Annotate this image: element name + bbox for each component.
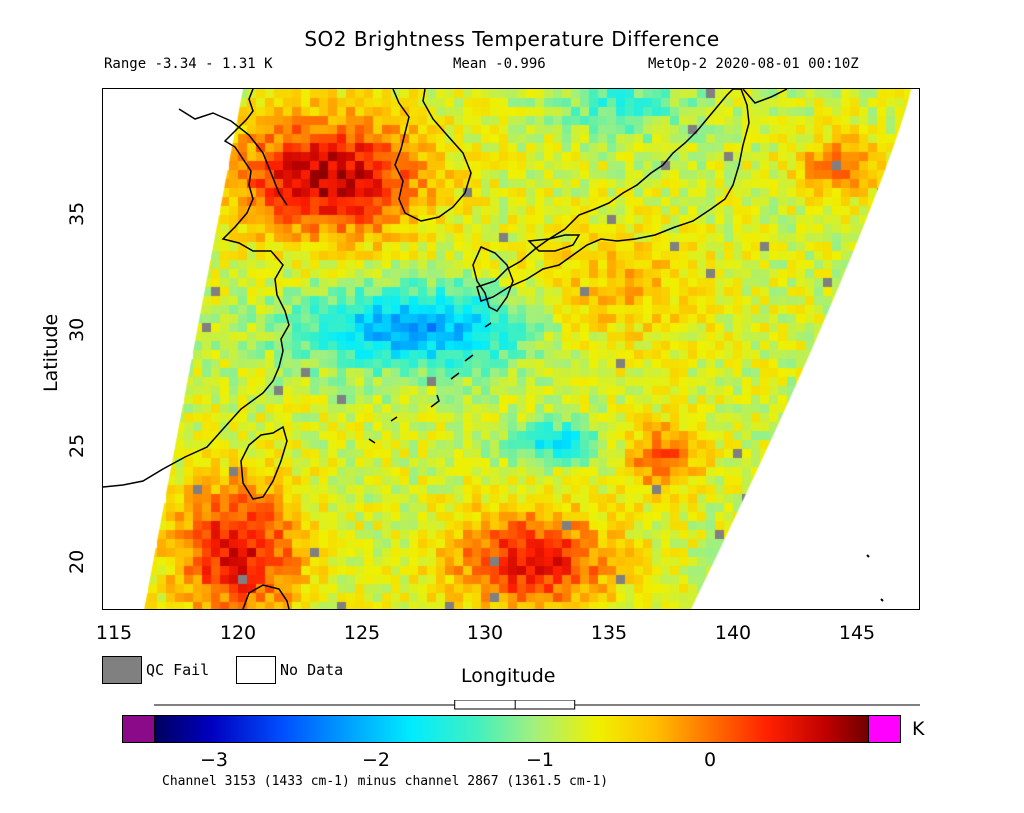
range-indicator [154,700,920,710]
x-tick-label: 135 [590,622,628,644]
x-tick-label: 115 [95,622,133,644]
qc-fail-swatch [102,656,142,684]
y-tick-label: 20 [66,549,88,574]
no-data-label: No Data [280,661,344,679]
luzon-coastline [242,584,290,609]
y-axis-label: Latitude [40,313,62,392]
colorbar-tick-label: 0 [703,749,717,771]
colorbar [122,715,901,743]
x-tick-label: 140 [714,622,752,644]
channel-footnote: Channel 3153 (1433 cm-1) minus channel 2… [162,774,609,789]
small-islands [866,554,884,602]
colorbar-gradient [154,716,869,742]
colorbar-under-swatch [123,716,154,742]
colorbar-tick-label: −2 [361,749,390,771]
colorbar-unit: K [912,718,925,740]
btd-heatmap-canvas [103,89,919,609]
chart-title: SO2 Brightness Temperature Difference [304,27,720,51]
shikoku-coastline [527,234,581,252]
kyushu-coastline [472,246,514,312]
x-tick-label: 120 [219,622,257,644]
range-text: Range -3.34 - 1.31 K [104,56,273,72]
x-tick-label: 130 [466,622,504,644]
satellite-time-text: MetOp-2 2020-08-01 00:10Z [648,56,859,72]
bohai-coastline [178,108,288,206]
colorbar-tick-label: −1 [525,749,554,771]
korea-coastline [392,89,472,222]
x-tick-label: 125 [343,622,381,644]
qc-fail-label: QC Fail [146,661,210,679]
china-coastline [103,89,290,488]
ryukyu-islands [368,322,492,444]
no-data-swatch [236,656,276,684]
y-tick-label: 30 [66,317,88,342]
y-tick-label: 25 [66,433,88,458]
hokkaido-coastline [742,89,788,104]
coastline-overlay [103,89,884,609]
map-plot-area [102,88,920,610]
y-tick-label: 35 [66,201,88,226]
colorbar-over-swatch [869,716,900,742]
colorbar-tick-label: −3 [199,749,228,771]
taiwan-coastline [240,425,288,500]
honshu-coastline [476,89,750,302]
mean-text: Mean -0.996 [453,56,546,72]
x-tick-label: 145 [838,622,876,644]
x-axis-label: Longitude [461,665,556,687]
